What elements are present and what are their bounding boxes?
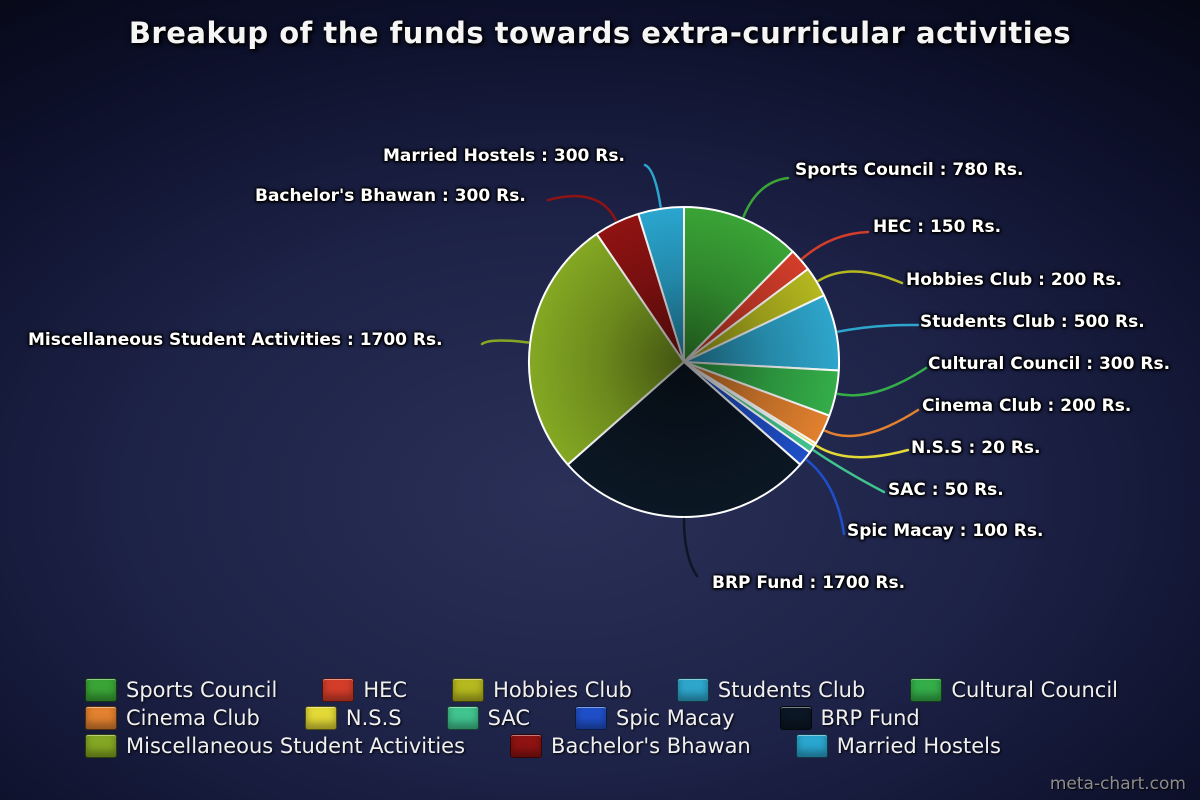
legend-row: Cinema Club N.S.S SAC Spic Macay BRP Fun… [85,704,1118,732]
legend-swatch [85,678,117,702]
callout-sports-council: Sports Council : 780 Rs. [795,160,1024,180]
leader-line-sports-council [742,176,790,218]
callout-cinema-club: Cinema Club : 200 Rs. [922,396,1132,416]
legend-label: BRP Fund [820,706,920,730]
legend-swatch [446,706,479,730]
callout-hobbies-club: Hobbies Club : 200 Rs. [906,270,1122,290]
leader-line-n-s-s [815,444,910,459]
leader-line-miscellaneous-student-activities [480,339,530,346]
legend-swatch [779,706,812,730]
legend-label: Cinema Club [126,706,260,730]
legend-item-sports-council: Sports Council [85,678,277,702]
chart-title: Breakup of the funds towards extra-curri… [128,16,1072,50]
legend-label: Students Club [717,678,866,702]
legend-label: Married Hostels [836,734,1001,758]
legend: Sports Council HEC Hobbies Club Students… [85,676,1118,760]
callout-brp-fund: BRP Fund : 1700 Rs. [712,573,906,593]
legend-swatch [322,678,355,702]
legend-swatch [510,734,543,758]
leader-line-cultural-council [836,366,928,397]
legend-swatch [910,678,943,702]
legend-label: Spic Macay [616,706,735,730]
legend-label: Miscellaneous Student Activities [126,734,466,758]
leader-line-brp-fund [682,517,699,578]
legend-label: Hobbies Club [493,678,632,702]
legend-item-nss: N.S.S [304,706,402,730]
legend-item-sac: SAC [446,706,530,730]
legend-item-cinema-club: Cinema Club [85,706,260,730]
legend-item-brp-fund: BRP Fund [779,706,920,730]
legend-item-hobbies-club: Hobbies Club [452,678,632,702]
legend-item-married-hostels: Married Hostels [795,734,1001,758]
legend-row: Sports Council HEC Hobbies Club Students… [85,676,1118,704]
callout-hec: HEC : 150 Rs. [873,217,1002,237]
legend-row: Miscellaneous Student Activities Bachelo… [85,732,1118,760]
legend-swatch [575,706,607,730]
leader-line-cinema-club [823,408,920,438]
legend-label: Cultural Council [951,678,1119,702]
legend-label: N.S.S [345,706,402,730]
legend-swatch [452,678,485,702]
callout-bachelors-bhawan: Bachelor's Bhawan : 300 Rs. [255,186,526,206]
legend-swatch [304,706,337,730]
legend-item-students-club: Students Club [676,678,866,702]
legend-item-cultural-council: Cultural Council [910,678,1118,702]
legend-item-spic-macay: Spic Macay [575,706,735,730]
legend-item-hec: HEC [322,678,407,702]
leader-line-hec [800,230,870,260]
callout-spic-macay: Spic Macay : 100 Rs. [847,521,1044,541]
legend-item-bachelors-bhawan: Bachelor's Bhawan [510,734,751,758]
callout-nss: N.S.S : 20 Rs. [911,438,1041,458]
callout-misc-student-activities: Miscellaneous Student Activities : 1700 … [28,330,443,350]
legend-swatch [85,706,117,730]
leader-line-bachelor-s-bhawan [546,194,618,222]
leader-line-sac [812,449,886,494]
legend-swatch [795,734,828,758]
leader-line-hobbies-club [817,270,904,285]
leader-line-spic-macay [805,458,846,536]
legend-swatch [676,678,709,702]
legend-label: SAC [487,706,530,730]
legend-swatch [85,734,117,758]
leader-line-students-club [836,323,920,333]
callout-married-hostels: Married Hostels : 300 Rs. [383,146,625,166]
callout-cultural-council: Cultural Council : 300 Rs. [928,354,1171,374]
leader-line-married-hostels [643,163,662,209]
callout-sac: SAC : 50 Rs. [888,480,1004,500]
legend-item-misc-student-activities: Miscellaneous Student Activities [85,734,465,758]
legend-label: HEC [363,678,408,702]
callout-students-club: Students Club : 500 Rs. [920,312,1145,332]
watermark: meta-chart.com [1049,774,1186,794]
legend-label: Bachelor's Bhawan [551,734,751,758]
legend-label: Sports Council [126,678,278,702]
